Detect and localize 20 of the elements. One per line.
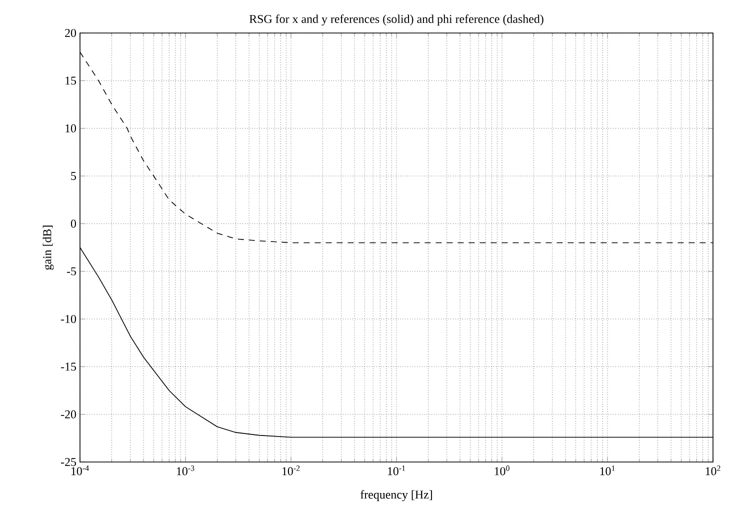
- x-tick-label: 10$^{1}$: [600, 466, 615, 476]
- y-tick-label: 5: [71, 172, 76, 180]
- y-tick-label: -10: [60, 314, 76, 324]
- x-tick-label: 10$^{-4}$: [71, 466, 89, 476]
- x-tick-label: 10$^{-2}$: [282, 466, 300, 476]
- x-tick-label: 10$^{-3}$: [176, 466, 194, 476]
- y-tick-label: 0: [70, 220, 76, 228]
- y-tick-label: -25: [60, 458, 76, 466]
- x-tick-label: 10$^{-1}$: [388, 466, 406, 476]
- x-tick-label: 10$^{0}$: [494, 466, 510, 476]
- y-tick-label: 20: [65, 28, 76, 38]
- y-axis-title: gain [dB]: [42, 226, 54, 270]
- y-tick-label: 15: [66, 76, 76, 85]
- chart-title: RSG for x and y references (solid) and phi reference (dashed): [249, 14, 544, 26]
- x-tick-label: 10$^{2}$: [706, 466, 720, 476]
- y-tick-label: 10: [66, 124, 76, 132]
- y-tick-label: -5: [66, 267, 76, 276]
- y-tick-label: -20: [60, 410, 76, 418]
- x-axis-title: frequency [Hz]: [360, 490, 432, 502]
- y-tick-label: -15: [60, 362, 76, 371]
